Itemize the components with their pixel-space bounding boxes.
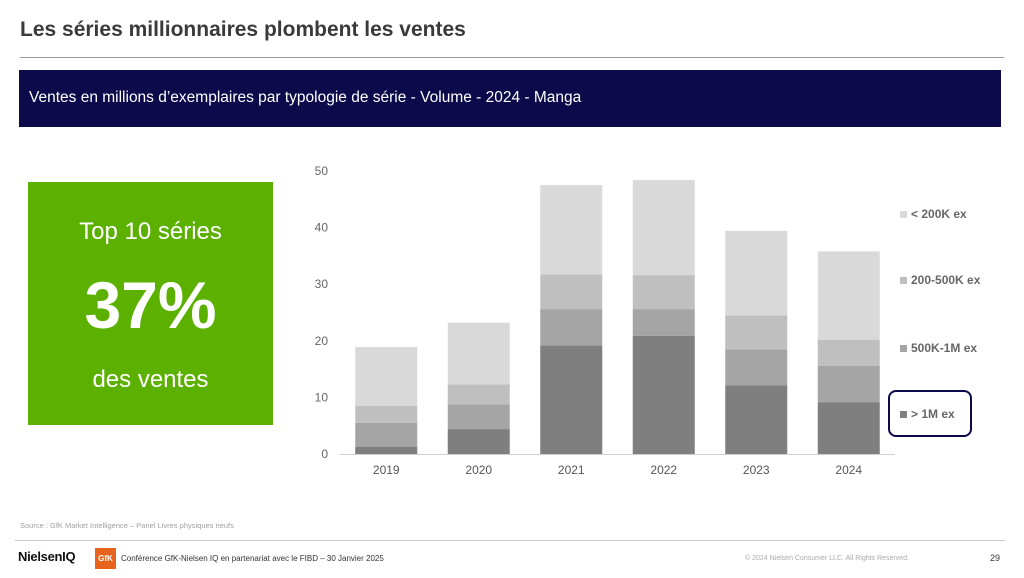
legend-highlight-box	[888, 390, 972, 437]
page-number: 29	[990, 553, 1001, 563]
bar-segment-over-1m	[632, 335, 695, 454]
bar-segment-200-500k	[447, 384, 510, 405]
y-tick-label: 0	[321, 447, 328, 461]
legend-label-200-500k: 200-500K ex	[911, 273, 981, 287]
x-tick-label: 2023	[743, 463, 770, 477]
chart-banner: Ventes en millions d’exemplaires par typ…	[19, 70, 1001, 127]
legend-swatch-500k-1m	[900, 344, 907, 352]
source-note: Source : GfK Market Intelligence – Panel…	[20, 521, 234, 530]
bar-segment-500k-1m	[725, 349, 788, 386]
bar-segment-under-200k	[447, 322, 510, 385]
kpi-top-label: Top 10 séries	[79, 218, 222, 245]
bar-segment-200-500k	[632, 275, 695, 310]
banner-text: Ventes en millions d’exemplaires par typ…	[29, 89, 582, 106]
legend-item-200-500k: 200-500K ex	[900, 273, 980, 287]
page-title: Les séries millionnaires plombent les ve…	[20, 18, 466, 41]
legend-swatch-200-500k	[900, 276, 907, 284]
bar-segment-over-1m	[725, 385, 788, 454]
bar-segment-over-1m	[355, 446, 418, 454]
footer-divider	[15, 540, 1005, 541]
bar-segment-500k-1m	[447, 404, 510, 430]
y-tick-label: 10	[315, 390, 329, 404]
x-tick-label: 2021	[558, 463, 585, 477]
bar-segment-under-200k	[817, 251, 880, 340]
kpi-bottom-label: des ventes	[92, 366, 209, 393]
bar-segment-under-200k	[725, 230, 788, 316]
footer-conference: Conférence GfK-Nielsen IQ en partenariat…	[121, 554, 384, 563]
title-divider	[20, 57, 1004, 58]
kpi-box: Top 10 séries 37% des ventes	[28, 182, 273, 425]
legend-item-under-200k: < 200K ex	[900, 207, 967, 221]
x-tick-label: 2020	[465, 463, 492, 477]
kpi-value: 37%	[84, 268, 217, 342]
bar-segment-over-1m	[817, 402, 880, 454]
y-tick-label: 20	[315, 334, 329, 348]
y-tick-label: 50	[315, 164, 329, 178]
bar-segment-over-1m	[447, 429, 510, 454]
bar-segment-200-500k	[725, 315, 788, 350]
bar-segment-under-200k	[540, 185, 603, 275]
legend-item-over-1m: > 1M ex	[900, 407, 955, 421]
bar-segment-over-1m	[540, 345, 603, 454]
legend-label-500k-1m: 500K-1M ex	[911, 341, 978, 355]
bar-segment-500k-1m	[540, 309, 603, 346]
x-tick-label: 2022	[650, 463, 677, 477]
y-tick-label: 30	[315, 277, 329, 291]
legend-label-under-200k: < 200K ex	[911, 207, 967, 221]
nielseniq-logo: NielsenIQ	[18, 549, 76, 564]
y-tick-label: 40	[315, 221, 329, 235]
bar-segment-500k-1m	[355, 422, 418, 447]
bar-segment-200-500k	[817, 339, 880, 366]
bar-segment-200-500k	[540, 274, 603, 310]
legend-item-500k-1m: 500K-1M ex	[900, 341, 977, 355]
x-tick-label: 2024	[835, 463, 862, 477]
x-tick-label: 2019	[373, 463, 400, 477]
footer-copyright: © 2024 Nielsen Consumer LLC. All Rights …	[745, 555, 909, 562]
bar-segment-500k-1m	[632, 309, 695, 336]
legend-swatch-over-1m	[900, 410, 907, 418]
legend-label-over-1m: > 1M ex	[911, 407, 955, 421]
bar-segment-under-200k	[355, 347, 418, 406]
bar-segment-200-500k	[355, 405, 418, 423]
bar-segment-under-200k	[632, 180, 695, 276]
gfk-logo: GfK	[95, 548, 116, 569]
legend-swatch-under-200k	[900, 210, 907, 218]
bar-segment-500k-1m	[817, 365, 880, 403]
